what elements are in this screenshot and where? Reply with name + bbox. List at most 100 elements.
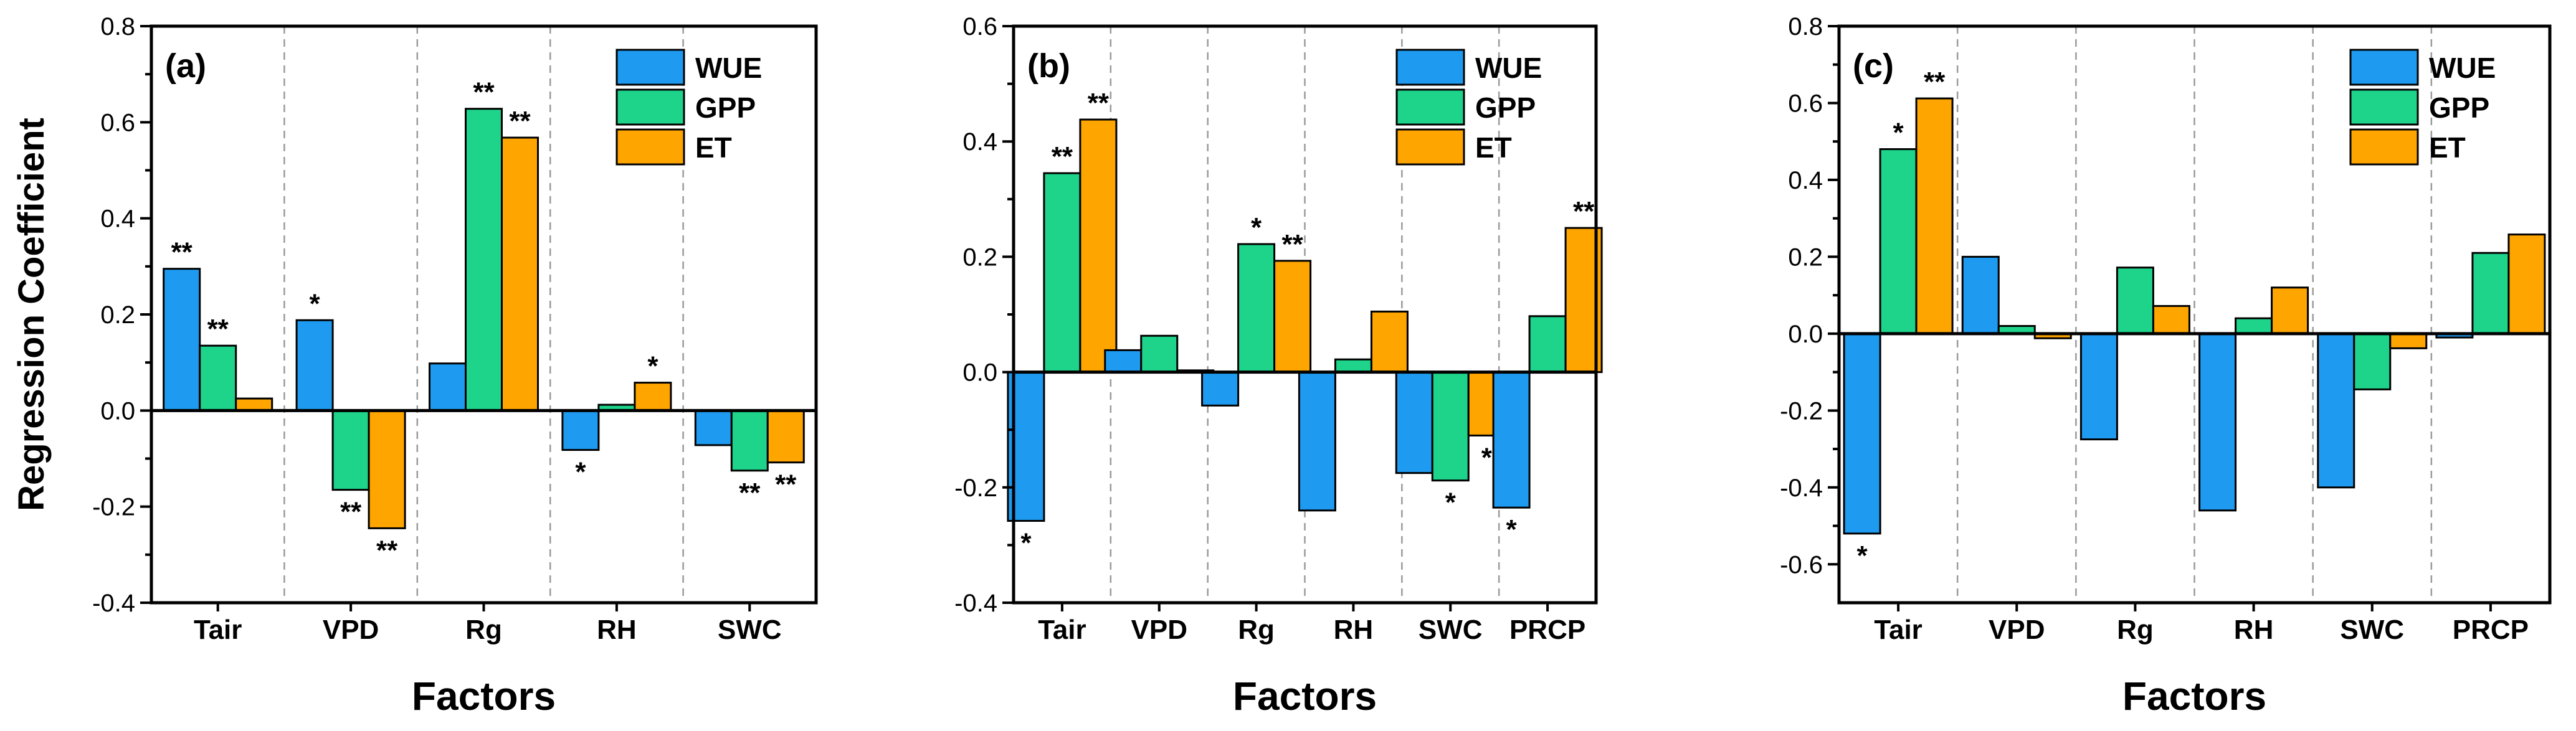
chart0-x-tick-label: SWC bbox=[718, 615, 782, 645]
chart0-y-tick-label: 0.2 bbox=[100, 301, 135, 329]
chart1-y-tick-label: 0.2 bbox=[962, 243, 997, 271]
chart1-bar-et-rh bbox=[1370, 310, 1409, 374]
chart1-bar-gpp-prcp bbox=[1528, 315, 1567, 374]
chart1-x-tick-label: VPD bbox=[1131, 615, 1187, 645]
chart1-legend-label-wue: WUE bbox=[1475, 52, 1542, 84]
chart1-bar-gpp-vpd bbox=[1140, 334, 1179, 374]
chart1-bar-gpp-rh bbox=[1334, 358, 1372, 374]
chart2-bar-wue-tair bbox=[1843, 332, 1881, 535]
chart1-sig-marker: ** bbox=[1088, 88, 1110, 118]
chart1-y-tick-label: 0.0 bbox=[962, 359, 997, 387]
chart2-bar-wue-rh bbox=[2198, 332, 2237, 512]
chart1-y-tick-label: -0.2 bbox=[954, 474, 997, 502]
chart0-sig-marker: ** bbox=[376, 535, 398, 565]
chart2-bar-et-swc bbox=[2389, 332, 2428, 349]
chart0-x-axis-label: Factors bbox=[412, 674, 556, 719]
chart2-y-tick-label: 0.6 bbox=[1788, 90, 1823, 117]
chart0-bar-et-rh bbox=[634, 382, 672, 412]
chart1-y-tick-label: 0.4 bbox=[962, 128, 997, 156]
chart1-bar-et-tair bbox=[1079, 118, 1118, 374]
chart1-bar-et-rg bbox=[1273, 260, 1312, 374]
chart2-bar-gpp-rg bbox=[2116, 266, 2154, 335]
chart2-bar-gpp-swc bbox=[2353, 332, 2392, 390]
chart1-x-axis-label: Factors bbox=[1233, 674, 1377, 719]
chart2-bar-gpp-tair bbox=[1879, 148, 1918, 335]
chart0-sig-marker: * bbox=[575, 457, 586, 488]
chart2-sig-marker: * bbox=[1857, 540, 1868, 571]
chart1-sig-marker: ** bbox=[1281, 229, 1303, 260]
chart0-bar-wue-rg bbox=[429, 362, 467, 412]
chart2-legend-label-wue: WUE bbox=[2429, 52, 2496, 84]
chart1-sig-marker: * bbox=[1481, 442, 1493, 473]
chart1-sig-marker: ** bbox=[1052, 141, 1073, 172]
chart0-bar-gpp-tair bbox=[199, 344, 237, 412]
chart1-bar-wue-vpd bbox=[1104, 349, 1143, 374]
chart1-bar-wue-prcp bbox=[1492, 371, 1531, 509]
chart2-bar-et-prcp bbox=[2507, 233, 2546, 335]
chart1-bar-gpp-rg bbox=[1237, 243, 1276, 374]
chart2-axes-frame bbox=[1837, 24, 2552, 605]
chart2-y-tick-label: 0.8 bbox=[1788, 13, 1823, 40]
chart0-bar-gpp-swc bbox=[730, 409, 769, 472]
chart0-legend-swatch-et bbox=[615, 128, 685, 166]
chart0-bar-wue-tair bbox=[163, 268, 201, 412]
chart2-bar-gpp-prcp bbox=[2471, 252, 2510, 335]
chart0-legend-swatch-gpp bbox=[615, 88, 685, 126]
chart0-sig-marker: ** bbox=[775, 469, 797, 500]
chart0-bar-et-swc bbox=[766, 409, 805, 464]
chart0-legend-label-et: ET bbox=[695, 131, 732, 164]
chart2-sig-marker: ** bbox=[1924, 67, 1946, 97]
chart2-sig-marker: * bbox=[1893, 118, 1904, 148]
chart1-y-tick-label: -0.4 bbox=[954, 590, 997, 617]
chart1-legend-swatch-et bbox=[1395, 128, 1465, 166]
chart0-x-tick-label: Tair bbox=[194, 615, 242, 645]
chart1-bar-wue-rg bbox=[1201, 371, 1240, 407]
chart2-y-tick-label: -0.2 bbox=[1780, 397, 1823, 425]
chart0-y-tick-label: 0.0 bbox=[100, 397, 135, 425]
chart1-bar-gpp-tair bbox=[1043, 172, 1081, 374]
chart1-x-tick-label: SWC bbox=[1419, 615, 1483, 645]
chart1-sig-marker: * bbox=[1445, 488, 1457, 518]
chart0-y-tick-label: 0.8 bbox=[100, 13, 135, 40]
chart2-y-tick-label: 0.2 bbox=[1788, 243, 1823, 271]
chart0-y-tick-label: 0.4 bbox=[100, 205, 135, 233]
chart2-legend-swatch-wue bbox=[2349, 49, 2419, 86]
chart0-sig-marker: ** bbox=[171, 237, 193, 268]
chart0-sig-marker: * bbox=[647, 351, 658, 382]
chart1-sig-marker: * bbox=[1020, 528, 1032, 559]
chart1-x-tick-label: Rg bbox=[1238, 615, 1275, 645]
chart0-legend-swatch-wue bbox=[615, 49, 685, 86]
chart1-legend-label-et: ET bbox=[1475, 131, 1512, 164]
chart0-sig-marker: ** bbox=[473, 77, 495, 108]
chart0-panel-label: (a) bbox=[165, 47, 206, 85]
chart2-y-tick-label: -0.4 bbox=[1780, 474, 1823, 502]
chart2-y-tick-label: 0.4 bbox=[1788, 167, 1823, 194]
chart2-y-tick-label: -0.6 bbox=[1780, 551, 1823, 578]
chart1-bar-wue-swc bbox=[1395, 371, 1433, 474]
chart0-x-tick-label: Rg bbox=[465, 615, 502, 645]
chart0-y-tick-label: -0.4 bbox=[92, 590, 135, 617]
chart2-x-axis-label: Factors bbox=[2122, 674, 2266, 719]
chart1-bar-gpp-swc bbox=[1431, 371, 1470, 482]
chart1-sig-marker: ** bbox=[1573, 196, 1595, 227]
chart2-panel-label: (c) bbox=[1853, 47, 1894, 85]
chart1-legend-swatch-gpp bbox=[1395, 88, 1465, 126]
chart0-sig-marker: ** bbox=[509, 106, 531, 136]
chart0-bar-gpp-rg bbox=[465, 108, 503, 412]
chart2-bar-wue-rg bbox=[2079, 332, 2118, 441]
chart1-legend-label-gpp: GPP bbox=[1475, 92, 1536, 124]
chart0-y-axis-label: Regression Coefficient bbox=[11, 118, 52, 511]
chart2-legend-swatch-et bbox=[2349, 128, 2419, 166]
chart2-bar-gpp-rh bbox=[2235, 317, 2273, 335]
chart0-sig-marker: * bbox=[310, 288, 321, 319]
chart0-sig-marker: ** bbox=[207, 314, 229, 344]
chart0-sig-marker: ** bbox=[739, 478, 761, 508]
chart2-bar-et-rh bbox=[2271, 286, 2309, 335]
chart1-panel-label: (b) bbox=[1027, 47, 1070, 85]
chart2-x-tick-label: SWC bbox=[2340, 615, 2404, 645]
chart0-x-tick-label: RH bbox=[597, 615, 637, 645]
chart0-sig-marker: ** bbox=[340, 497, 362, 527]
chart2-x-tick-label: Rg bbox=[2117, 615, 2154, 645]
chart2-x-tick-label: Tair bbox=[1874, 615, 1922, 645]
